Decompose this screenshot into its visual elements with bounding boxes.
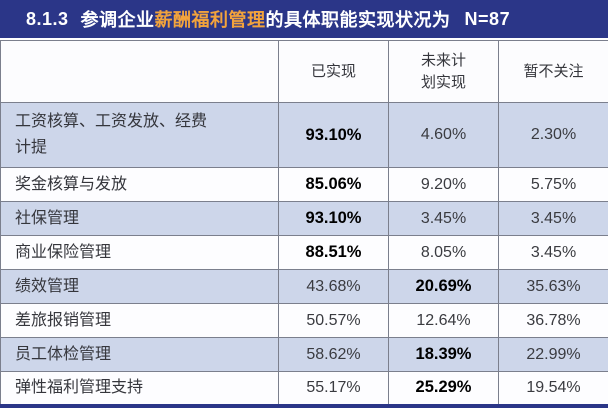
cell-implemented: 50.57% <box>278 303 389 338</box>
table-row: 工资核算、工资发放、经费计提 93.10% 4.60% 2.30% <box>0 102 608 168</box>
cell-implemented: 85.06% <box>278 167 389 202</box>
cell-planned: 3.45% <box>388 201 499 236</box>
cell-not-concerned: 22.99% <box>498 337 608 372</box>
section-number: 8.1.3 <box>26 8 69 29</box>
row-label: 奖金核算与发放 <box>0 167 279 202</box>
cell-not-concerned: 3.45% <box>498 201 608 236</box>
title-highlight: 薪酬福利管理 <box>154 10 266 30</box>
row-label: 商业保险管理 <box>0 235 279 270</box>
section-title-bar: 8.1.3 参调企业薪酬福利管理的具体职能实现状况为 N=87 <box>0 0 608 38</box>
cell-planned: 20.69% <box>388 269 499 304</box>
cell-implemented: 55.17% <box>278 371 389 406</box>
header-implemented-label: 已实现 <box>310 62 356 80</box>
table-row: 绩效管理 43.68% 20.69% 35.63% <box>0 269 608 304</box>
cell-not-concerned: 3.45% <box>498 235 608 270</box>
header-implemented: 已实现 <box>278 40 389 103</box>
table-row: 弹性福利管理支持 55.17% 25.29% 19.54% <box>0 371 608 406</box>
section-title: 参调企业薪酬福利管理的具体职能实现状况为 <box>81 6 451 32</box>
table-row: 社保管理 93.10% 3.45% 3.45% <box>0 201 608 236</box>
cell-implemented: 93.10% <box>278 102 389 168</box>
row-label: 工资核算、工资发放、经费计提 <box>0 102 279 168</box>
cell-planned: 9.20% <box>388 167 499 202</box>
cell-not-concerned: 19.54% <box>498 371 608 406</box>
benefits-functions-table: 已实现 未来计划实现 暂不关注 工资核算、工资发放、经费计提 93.10% 4.… <box>0 40 608 408</box>
cell-implemented: 88.51% <box>278 235 389 270</box>
header-blank-cell <box>0 40 279 103</box>
row-label: 差旅报销管理 <box>0 303 279 338</box>
row-label: 员工体检管理 <box>0 337 279 372</box>
cell-planned: 18.39% <box>388 337 499 372</box>
cell-planned: 8.05% <box>388 235 499 270</box>
sample-size: N=87 <box>464 8 511 29</box>
header-planned: 未来计划实现 <box>388 40 499 103</box>
cell-implemented: 58.62% <box>278 337 389 372</box>
header-planned-label: 未来计划实现 <box>420 51 466 91</box>
cell-not-concerned: 35.63% <box>498 269 608 304</box>
cell-planned: 4.60% <box>388 102 499 168</box>
cell-not-concerned: 36.78% <box>498 303 608 338</box>
cell-not-concerned: 5.75% <box>498 167 608 202</box>
cell-implemented: 93.10% <box>278 201 389 236</box>
row-label: 弹性福利管理支持 <box>0 371 279 406</box>
table-row: 商业保险管理 88.51% 8.05% 3.45% <box>0 235 608 270</box>
header-not-concerned: 暂不关注 <box>498 40 608 103</box>
cell-planned: 12.64% <box>388 303 499 338</box>
table-row: 差旅报销管理 50.57% 12.64% 36.78% <box>0 303 608 338</box>
cell-planned: 25.29% <box>388 371 499 406</box>
header-not-concerned-label: 暂不关注 <box>523 62 584 80</box>
table-row: 奖金核算与发放 85.06% 9.20% 5.75% <box>0 167 608 202</box>
title-suffix: 的具体职能实现状况为 <box>265 10 451 30</box>
row-label: 社保管理 <box>0 201 279 236</box>
title-prefix: 参调企业 <box>80 10 155 30</box>
cell-implemented: 43.68% <box>278 269 389 304</box>
table-header-row: 已实现 未来计划实现 暂不关注 <box>0 40 608 103</box>
table-row: 员工体检管理 58.62% 18.39% 22.99% <box>0 337 608 372</box>
cell-not-concerned: 2.30% <box>498 102 608 168</box>
row-label: 绩效管理 <box>0 269 279 304</box>
